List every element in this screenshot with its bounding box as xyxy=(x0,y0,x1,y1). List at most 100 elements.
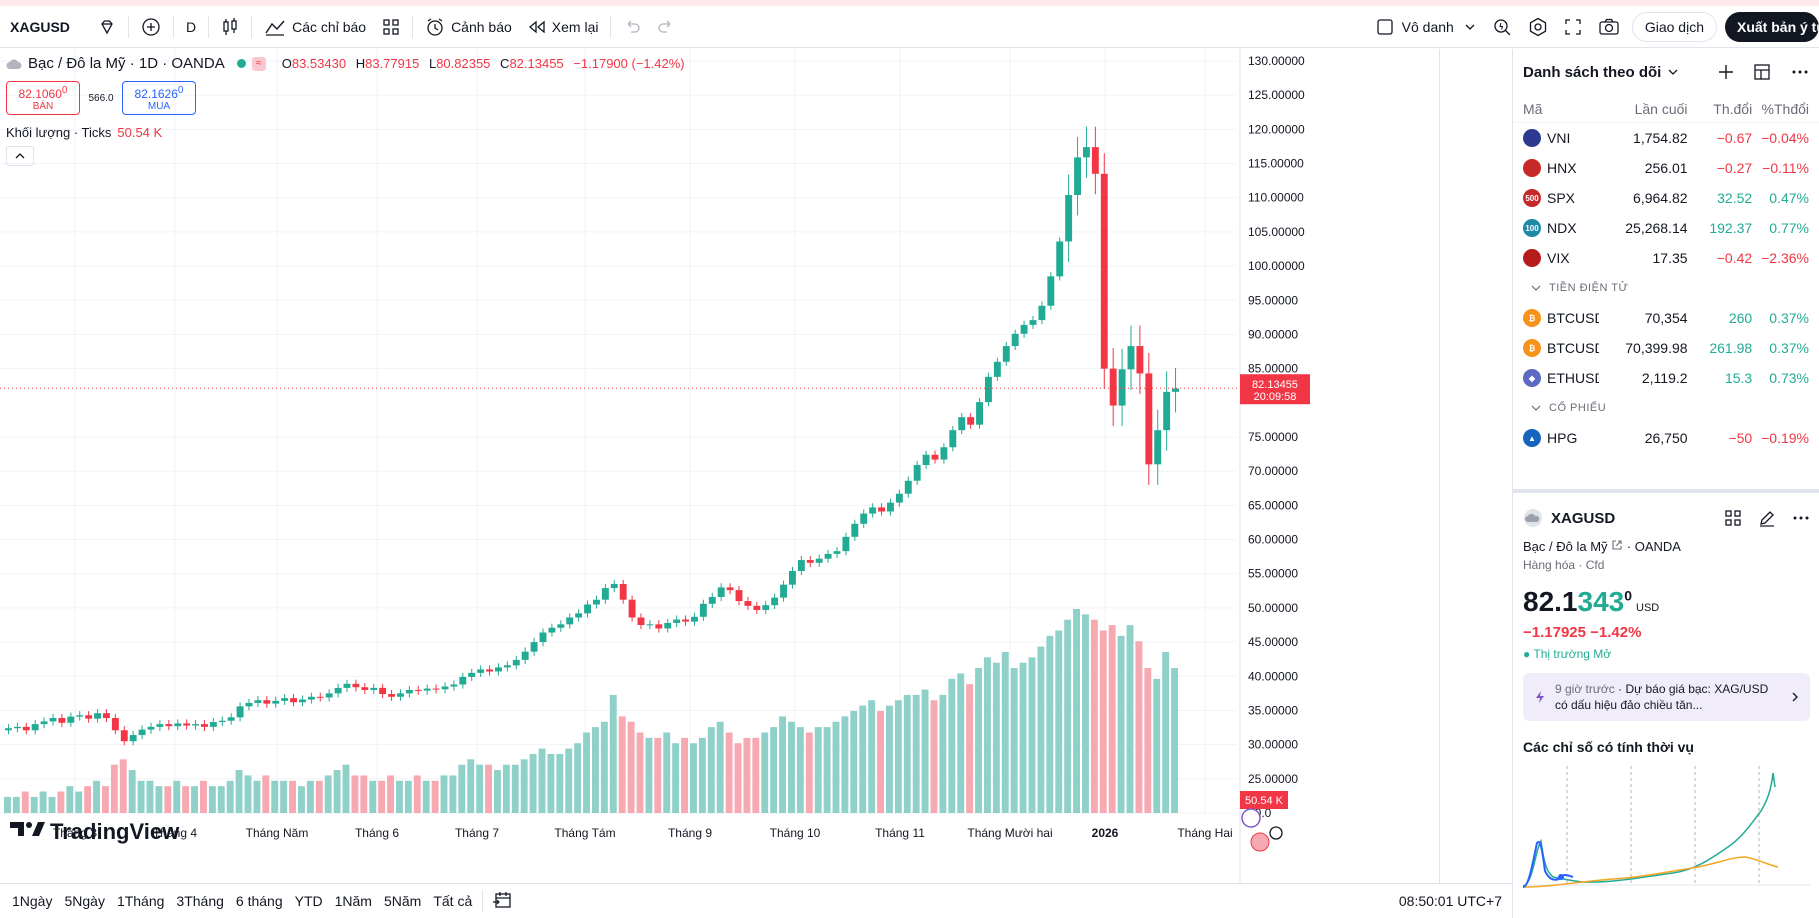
row-change: 261.98 xyxy=(1709,340,1753,356)
date-range-icon[interactable] xyxy=(487,891,519,912)
volume-bar xyxy=(832,721,840,813)
watchlist-row[interactable]: ◆ ETHUSD 2,119.2 15.3 0.73% xyxy=(1513,363,1819,393)
candle-body xyxy=(13,726,21,729)
redo-icon[interactable] xyxy=(649,11,683,43)
alerts-button[interactable]: Cảnh báo xyxy=(417,11,520,43)
camera-icon[interactable] xyxy=(1590,11,1628,43)
external-link-icon[interactable] xyxy=(1611,539,1623,551)
range-1y[interactable]: 1Năm xyxy=(334,893,372,909)
volume-label[interactable]: Khối lượng · Ticks xyxy=(6,125,112,140)
clock-timezone[interactable]: 08:50:01 UTC+7 xyxy=(1398,893,1502,909)
trade-button[interactable]: Giao dịch xyxy=(1631,11,1717,42)
watchlist-row[interactable]: VIX 17.35 −0.42 −2.36% xyxy=(1513,243,1819,273)
candle-body xyxy=(726,587,734,591)
details-name[interactable]: Bạc / Đô la Mỹ xyxy=(1523,539,1608,554)
range-5y[interactable]: 5Năm xyxy=(383,893,422,909)
volume-bar xyxy=(110,764,118,813)
range-5d[interactable]: 5Ngày xyxy=(64,893,105,909)
layout-selector[interactable]: Vô danh xyxy=(1368,11,1484,43)
volume-bar xyxy=(618,716,626,813)
candle-body xyxy=(575,613,583,618)
volume-bar xyxy=(155,786,163,813)
quick-search-icon[interactable] xyxy=(1484,11,1520,43)
candle-body xyxy=(780,584,787,598)
symbol-title[interactable]: Bạc / Đô la Mỹ · 1D · OANDA xyxy=(28,55,225,72)
col-last[interactable]: Lần cuối xyxy=(1634,100,1688,117)
details-name-row: Bạc / Đô la Mỹ · OANDA xyxy=(1523,539,1681,554)
edit-icon[interactable] xyxy=(1758,509,1776,527)
price-green-digits: 343 xyxy=(1577,586,1625,617)
watchlist-row[interactable]: HNX 256.01 −0.27 −0.11% xyxy=(1513,153,1819,183)
y-tick-label: 125.00000 xyxy=(1248,88,1305,102)
candle-body xyxy=(477,669,485,673)
approx-badge-icon[interactable]: ≈ xyxy=(251,56,266,71)
col-percent[interactable]: %Thđổi xyxy=(1761,100,1809,117)
interval-button[interactable]: D xyxy=(186,18,197,35)
details-symbol[interactable]: XAGUSD xyxy=(1551,509,1616,527)
watchlist-row[interactable]: 100 NDX 25,268.14 192.37 0.77% xyxy=(1513,213,1819,243)
candle-body xyxy=(789,570,796,585)
candle-body xyxy=(58,717,66,723)
col-symbol[interactable]: Mã xyxy=(1523,100,1543,117)
sell-button[interactable]: 82.10600 BÁN xyxy=(6,81,80,115)
watchlist-title[interactable]: Danh sách theo dõi xyxy=(1523,63,1662,81)
candle-body xyxy=(423,688,431,691)
tradingview-logo[interactable]: TradingView xyxy=(10,819,179,845)
range-3m[interactable]: 3Tháng xyxy=(176,893,224,909)
watchlist-row[interactable]: ₿ BTCUSD 70,354 260 0.37% xyxy=(1513,303,1819,333)
sell-label: BÁN xyxy=(32,100,54,112)
candle-body xyxy=(833,551,841,554)
watchlist-row[interactable]: ₿ BTCUSD 70,399.98 261.98 0.37% xyxy=(1513,333,1819,363)
chart-pane[interactable]: 130.00000 125.00000 120.00000 115.00000 110.… xyxy=(0,49,1440,883)
watchlist-row[interactable]: 500 SPX 6,964.82 32.52 0.47% xyxy=(1513,183,1819,213)
range-1d[interactable]: 1Ngày xyxy=(12,893,53,909)
candle-body xyxy=(940,447,948,460)
row-symbol: ▲ HPG xyxy=(1523,429,1599,447)
change-value: −1.17900 (−1.42%) xyxy=(573,56,685,71)
watchlist-row[interactable]: ▲ HPG 26,750 −50 −0.19% xyxy=(1513,423,1819,453)
advanced-view-icon[interactable] xyxy=(1753,63,1773,81)
volume-bar xyxy=(690,743,697,813)
diamond-icon[interactable] xyxy=(90,11,124,43)
y-tick-label: 130.00000 xyxy=(1248,54,1305,68)
fullscreen-icon[interactable] xyxy=(1556,11,1590,43)
settings-gear-icon[interactable] xyxy=(1520,11,1556,43)
news-card[interactable]: 9 giờ trước · Dự báo giá bạc: XAG/USD có… xyxy=(1523,673,1810,722)
col-change[interactable]: Th.đổi xyxy=(1713,100,1753,117)
chevron-down-icon[interactable] xyxy=(1667,66,1679,78)
more-icon[interactable] xyxy=(1791,63,1809,81)
watchlist-section-header[interactable]: TIỀN ĐIỆN TỬ xyxy=(1513,273,1819,303)
undo-icon[interactable] xyxy=(615,11,649,43)
add-icon[interactable] xyxy=(1717,63,1735,81)
seasonals-mini-chart[interactable] xyxy=(1522,761,1810,891)
replay-button[interactable]: Xem lại xyxy=(520,11,607,43)
price-chart[interactable]: 130.00000 125.00000 120.00000 115.00000 110.… xyxy=(0,49,1440,883)
buy-label: MUA xyxy=(147,100,171,112)
symbol-search[interactable]: XAGUSD xyxy=(10,18,70,35)
range-all[interactable]: Tất cả xyxy=(433,893,473,909)
more-icon[interactable] xyxy=(1792,509,1810,527)
range-6m[interactable]: 6 tháng xyxy=(235,893,283,909)
range-1m[interactable]: 1Tháng xyxy=(116,893,165,909)
watchlist-row[interactable]: VNI 1,754.82 −0.67 −0.04% xyxy=(1513,123,1819,153)
lightning-icon xyxy=(1536,691,1544,704)
indicators-button[interactable]: Các chỉ báo xyxy=(256,11,374,43)
collapse-legend-button[interactable] xyxy=(6,146,34,166)
add-symbol-icon[interactable] xyxy=(133,11,169,43)
templates-icon[interactable] xyxy=(374,11,408,43)
candle-body xyxy=(1011,333,1019,347)
volume-bar xyxy=(1117,635,1125,813)
candle-body xyxy=(299,699,306,703)
candle-body xyxy=(628,599,636,618)
watchlist-section-header[interactable]: CỔ PHIẾU xyxy=(1513,393,1819,423)
publish-idea-button[interactable]: Xuất bản ý tưởng xyxy=(1725,11,1819,42)
buy-button[interactable]: 82.16260 MUA xyxy=(122,81,196,115)
row-last: 2,119.2 xyxy=(1641,370,1688,386)
y-tick-label: 30.00000 xyxy=(1248,738,1298,752)
candles-icon[interactable] xyxy=(213,11,247,43)
range-ytd[interactable]: YTD xyxy=(294,893,323,909)
details-price: 82.13430 USD xyxy=(1523,586,1810,618)
row-symbol: ◆ ETHUSD xyxy=(1523,369,1599,387)
grid-icon[interactable] xyxy=(1724,509,1742,527)
candle-body xyxy=(40,721,48,725)
